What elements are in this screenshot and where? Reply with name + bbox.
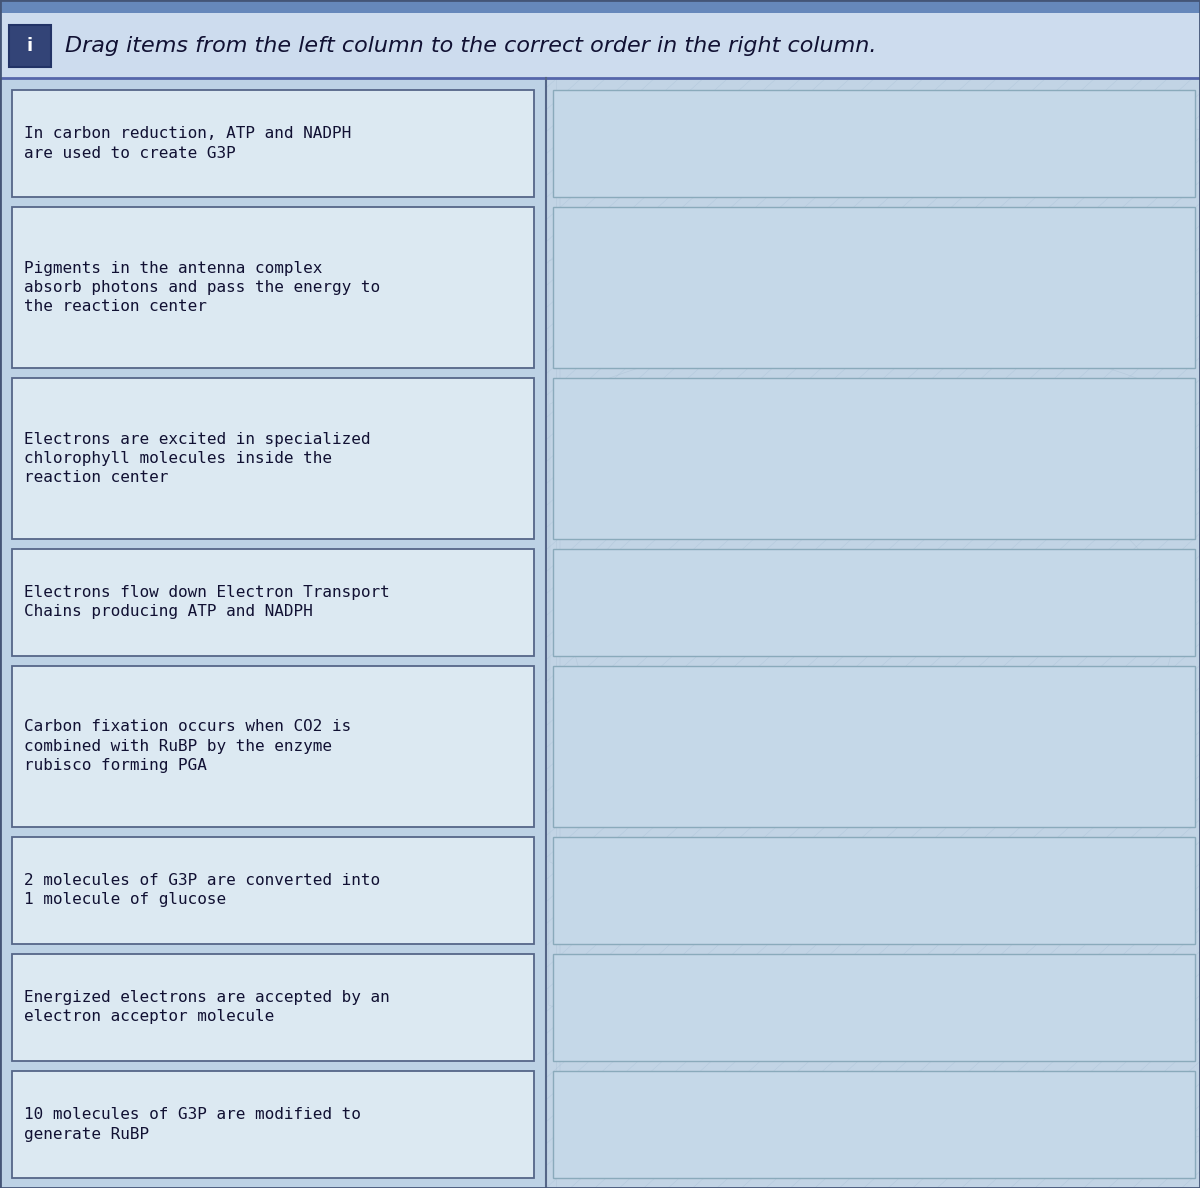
FancyBboxPatch shape <box>12 665 534 827</box>
FancyBboxPatch shape <box>553 1070 1195 1178</box>
FancyBboxPatch shape <box>553 954 1195 1061</box>
Text: i: i <box>26 37 34 55</box>
FancyBboxPatch shape <box>546 78 1200 1188</box>
FancyBboxPatch shape <box>12 836 534 943</box>
FancyBboxPatch shape <box>553 549 1195 656</box>
FancyBboxPatch shape <box>12 90 534 197</box>
Text: In carbon reduction, ATP and NADPH
are used to create G3P: In carbon reduction, ATP and NADPH are u… <box>24 126 352 160</box>
FancyBboxPatch shape <box>0 78 546 1188</box>
FancyBboxPatch shape <box>12 549 534 656</box>
FancyBboxPatch shape <box>0 13 1200 78</box>
FancyBboxPatch shape <box>553 90 1195 197</box>
FancyBboxPatch shape <box>553 665 1195 827</box>
FancyBboxPatch shape <box>553 378 1195 538</box>
FancyBboxPatch shape <box>12 207 534 368</box>
Text: Drag items from the left column to the correct order in the right column.: Drag items from the left column to the c… <box>65 36 876 56</box>
Text: Energized electrons are accepted by an
electron acceptor molecule: Energized electrons are accepted by an e… <box>24 990 390 1024</box>
FancyBboxPatch shape <box>12 378 534 538</box>
FancyBboxPatch shape <box>553 207 1195 368</box>
Text: 2 molecules of G3P are converted into
1 molecule of glucose: 2 molecules of G3P are converted into 1 … <box>24 873 380 908</box>
Text: Electrons are excited in specialized
chlorophyll molecules inside the
reaction c: Electrons are excited in specialized chl… <box>24 431 371 485</box>
FancyBboxPatch shape <box>12 1070 534 1178</box>
FancyBboxPatch shape <box>553 836 1195 943</box>
Text: Pigments in the antenna complex
absorb photons and pass the energy to
the reacti: Pigments in the antenna complex absorb p… <box>24 261 380 315</box>
FancyBboxPatch shape <box>0 0 1200 13</box>
FancyBboxPatch shape <box>10 25 50 67</box>
Text: 10 molecules of G3P are modified to
generate RuBP: 10 molecules of G3P are modified to gene… <box>24 1107 361 1142</box>
Text: Carbon fixation occurs when CO2 is
combined with RuBP by the enzyme
rubisco form: Carbon fixation occurs when CO2 is combi… <box>24 720 352 773</box>
Text: Electrons flow down Electron Transport
Chains producing ATP and NADPH: Electrons flow down Electron Transport C… <box>24 586 390 619</box>
FancyBboxPatch shape <box>12 954 534 1061</box>
